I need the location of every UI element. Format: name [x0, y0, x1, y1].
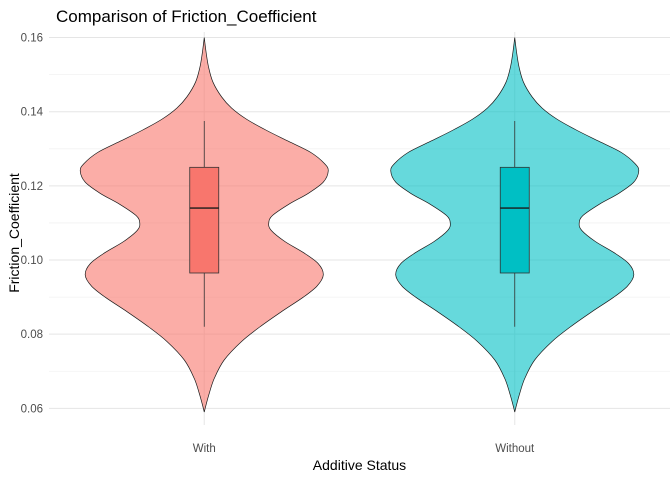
box-with: [189, 166, 220, 274]
y-tick-label: 0.14: [21, 107, 44, 119]
x-axis-title: Additive Status: [313, 457, 406, 473]
y-tick-label: 0.06: [21, 403, 43, 415]
y-tick-label: 0.12: [21, 181, 43, 193]
box-without: [499, 166, 530, 274]
x-tick-labels: With Without: [193, 443, 535, 455]
y-tick-labels: 0.06 0.08 0.10 0.12 0.14 0.16: [21, 33, 44, 416]
y-axis-title: Friction_Coefficient: [6, 173, 22, 293]
x-tick-label: Without: [495, 443, 535, 455]
y-tick-label: 0.08: [21, 329, 43, 341]
violin-layer: [79, 37, 640, 413]
x-tick-label: With: [193, 443, 216, 455]
boxplot-layer: [189, 120, 530, 327]
y-tick-label: 0.10: [21, 255, 43, 267]
y-tick-label: 0.16: [21, 33, 43, 45]
chart-title: Comparison of Friction_Coefficient: [56, 7, 317, 26]
